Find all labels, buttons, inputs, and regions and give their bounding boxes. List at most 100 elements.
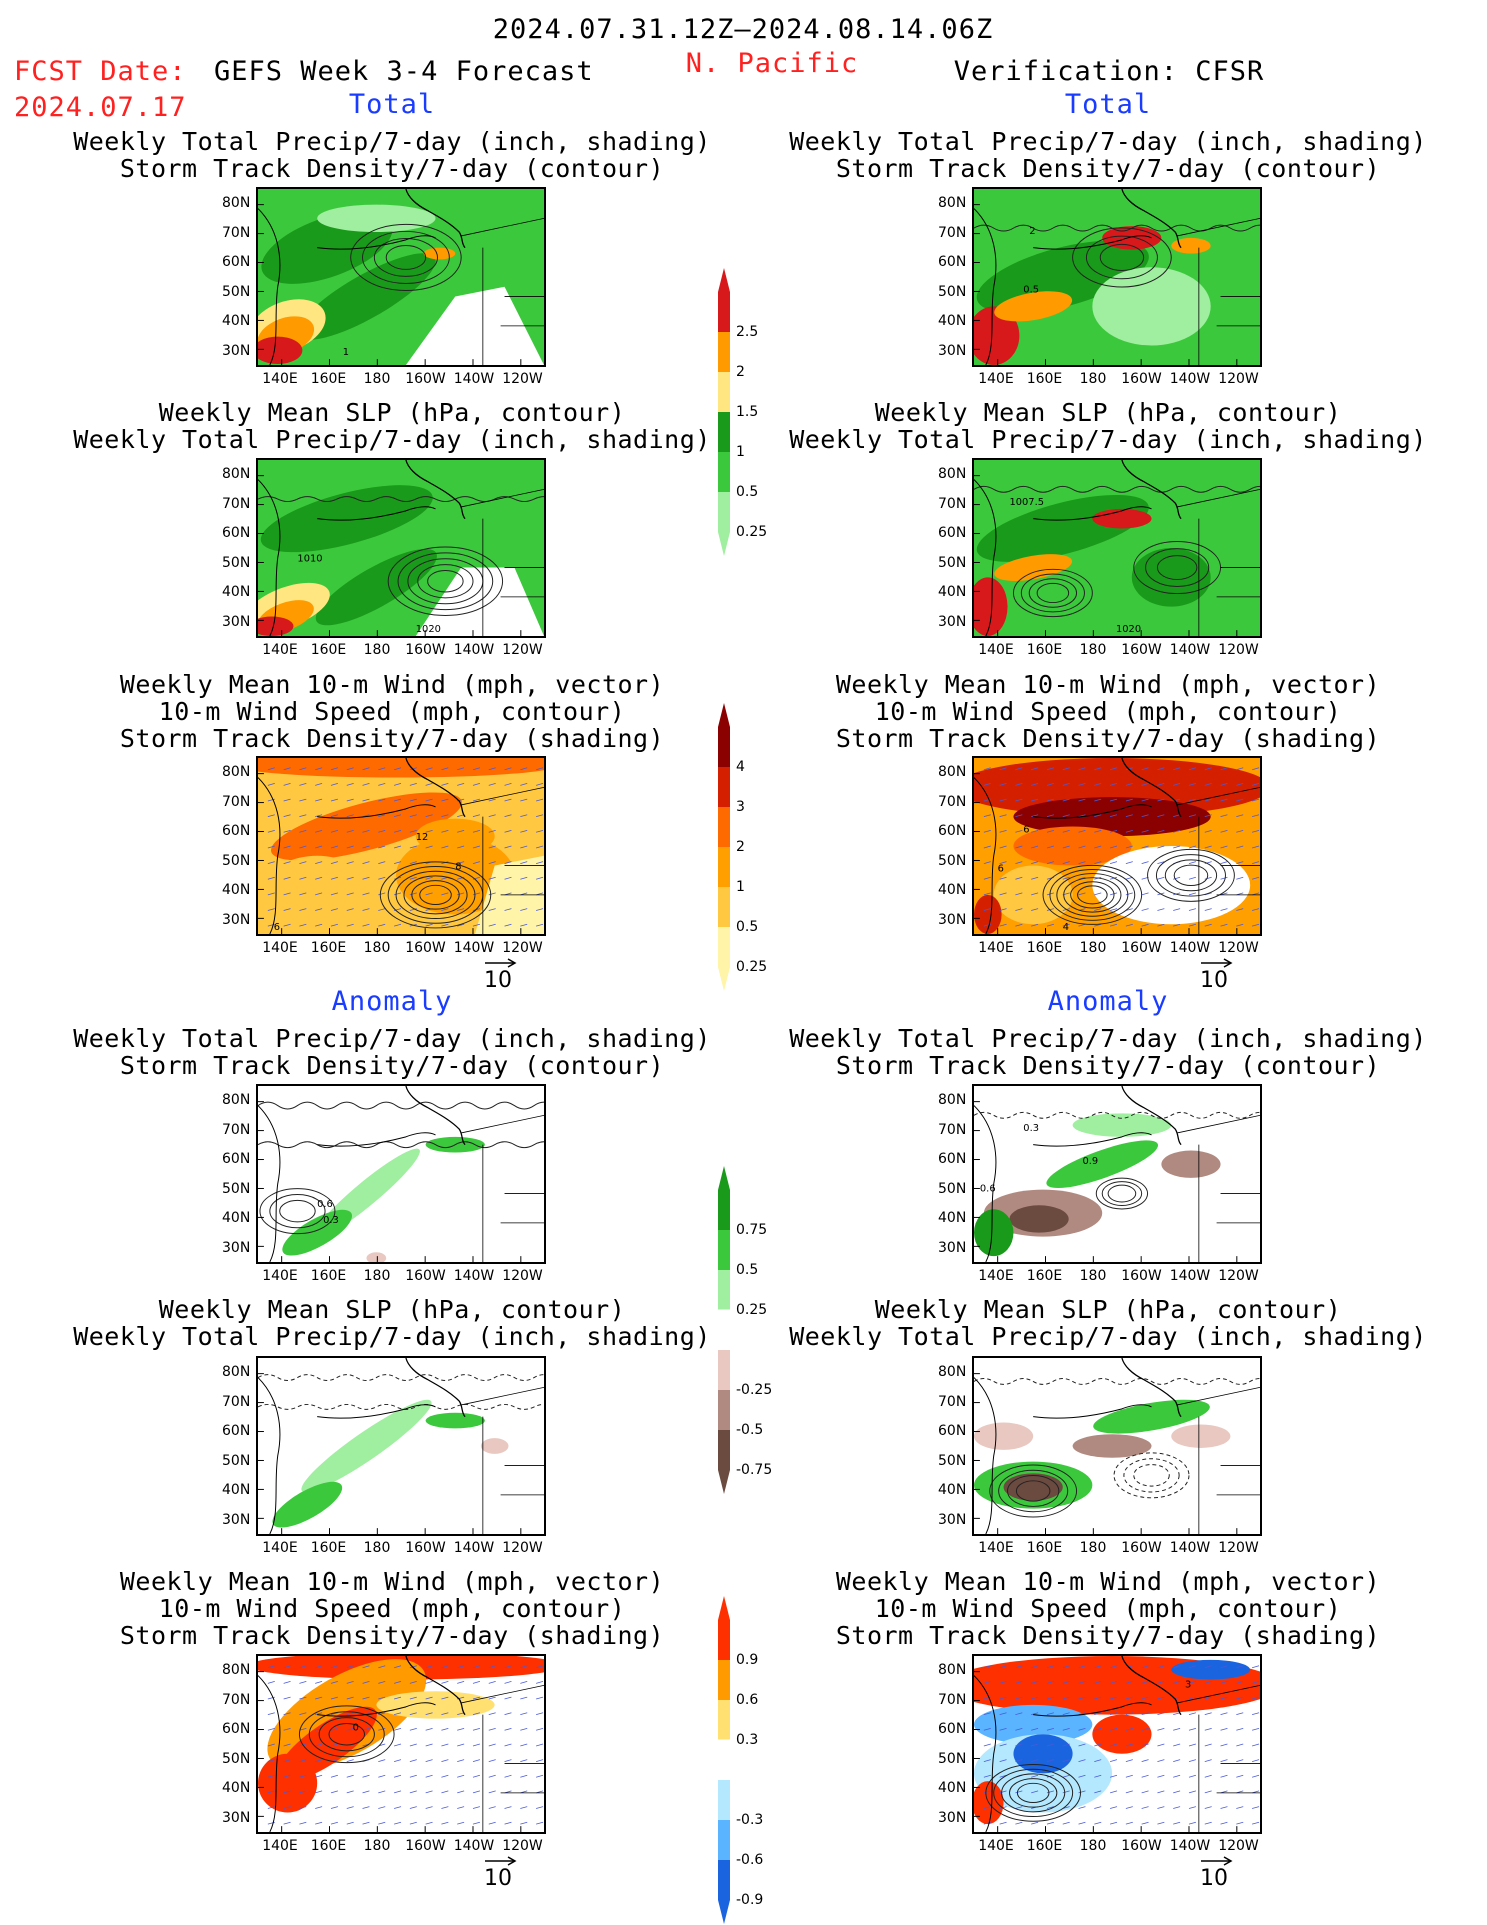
lat-tick-label: 30N bbox=[222, 343, 251, 359]
lon-tick-label: 120W bbox=[502, 1838, 543, 1854]
lon-tick-label: 160W bbox=[1121, 642, 1162, 658]
lat-tick-label: 80N bbox=[938, 195, 967, 211]
lat-tick-label: 70N bbox=[938, 1393, 967, 1410]
map-graphic: 1010 1020 bbox=[258, 460, 544, 636]
panel-title: Weekly Total Precip/7-day (inch, shading… bbox=[73, 1024, 711, 1053]
vector-reference: 10 bbox=[1200, 958, 1234, 993]
model-title: GEFS Week 3-4 Forecast bbox=[214, 56, 594, 87]
lon-tick-label: 180 bbox=[1079, 940, 1107, 956]
lon-tick-label: 140E bbox=[262, 940, 298, 956]
panel-title: Weekly Total Precip/7-day (inch, shading… bbox=[73, 127, 711, 156]
lon-tick-label: 160W bbox=[1121, 940, 1162, 956]
lon-tick-label: 180 bbox=[1079, 1838, 1107, 1854]
lat-tick-label: 30N bbox=[222, 912, 251, 928]
lon-tick-label: 180 bbox=[363, 371, 391, 387]
panel-title: Weekly Total Precip/7-day (inch, shading… bbox=[789, 127, 1427, 156]
lon-tick-label: 140E bbox=[978, 940, 1014, 956]
lat-tick-label: 40N bbox=[222, 882, 251, 899]
map-slp-precip-anom-verification bbox=[972, 1356, 1262, 1536]
lat-tick-label: 30N bbox=[938, 1512, 967, 1528]
map-wind-track-verification: 6 6 4 bbox=[972, 756, 1262, 936]
panel-title: 10-m Wind Speed (mph, contour) bbox=[158, 697, 626, 726]
lat-tick-label: 60N bbox=[222, 525, 251, 542]
lon-tick-label: 120W bbox=[502, 371, 543, 387]
lat-tick-label: 60N bbox=[938, 1423, 967, 1440]
lat-tick-label: 70N bbox=[938, 224, 967, 241]
contour-label: 0.9 bbox=[1082, 1156, 1098, 1167]
lon-tick-label: 160W bbox=[1121, 1268, 1162, 1284]
lon-tick-label: 120W bbox=[1218, 940, 1259, 956]
lon-tick-label: 140E bbox=[262, 1540, 298, 1556]
lon-tick-label: 140W bbox=[453, 1838, 495, 1854]
panel-title: Weekly Mean 10-m Wind (mph, vector) bbox=[119, 1567, 665, 1596]
lat-tick-label: 50N bbox=[222, 283, 251, 300]
lon-tick-label: 140W bbox=[1169, 371, 1211, 387]
contour-label: 0.6 bbox=[317, 1199, 333, 1210]
lat-tick-label: 50N bbox=[222, 852, 251, 869]
lon-tick-label: 180 bbox=[1079, 1268, 1107, 1284]
colorbar-label: 0.25 bbox=[736, 524, 768, 540]
lat-tick-label: 30N bbox=[222, 1512, 251, 1528]
verification-title: Verification: CFSR bbox=[953, 56, 1265, 87]
lon-tick-label: 140E bbox=[262, 1268, 298, 1284]
lon-tick-label: 140W bbox=[1169, 1838, 1211, 1854]
contour-label: 1007.5 bbox=[1010, 497, 1044, 508]
lat-tick-label: 40N bbox=[222, 1780, 251, 1797]
contour-label: 1 bbox=[343, 347, 349, 358]
lon-tick-label: 120W bbox=[502, 940, 543, 956]
colorbar-label: -0.9 bbox=[736, 1892, 764, 1908]
lat-tick-label: 30N bbox=[222, 1240, 251, 1256]
contour-label: 6 bbox=[998, 863, 1004, 874]
map-precip-track-anom-verification: 0.3 0.9 0.6 bbox=[972, 1084, 1262, 1264]
lat-tick-label: 80N bbox=[222, 195, 251, 211]
lon-tick-label: 140W bbox=[453, 1540, 495, 1556]
lon-tick-label: 140E bbox=[262, 1838, 298, 1854]
lon-tick-label: 160E bbox=[1026, 1268, 1063, 1284]
forecast-period: 2024.07.31.12Z–2024.08.14.06Z bbox=[492, 14, 994, 45]
lat-tick-label: 40N bbox=[222, 1482, 251, 1499]
lat-tick-label: 30N bbox=[222, 1810, 251, 1826]
lon-tick-label: 180 bbox=[363, 1838, 391, 1854]
map-graphic: 0.3 0.9 0.6 bbox=[974, 1086, 1260, 1262]
colorbar-label: -0.5 bbox=[736, 1422, 764, 1438]
lon-tick-label: 180 bbox=[363, 940, 391, 956]
lon-tick-label: 160W bbox=[405, 1838, 446, 1854]
lat-tick-label: 30N bbox=[938, 343, 967, 359]
lat-tick-label: 70N bbox=[222, 495, 251, 512]
map-wind-track-anom-forecast: 0 bbox=[256, 1654, 546, 1834]
colorbar-label: -0.25 bbox=[736, 1382, 773, 1398]
map-graphic: 20.5 bbox=[974, 189, 1260, 365]
lat-tick-label: 60N bbox=[222, 823, 251, 840]
lat-tick-label: 80N bbox=[938, 1662, 967, 1678]
panel-title: Storm Track Density/7-day (shading) bbox=[835, 724, 1381, 753]
lat-tick-label: 50N bbox=[222, 1180, 251, 1197]
lat-tick-label: 60N bbox=[938, 823, 967, 840]
arrow-icon bbox=[485, 958, 517, 968]
lat-tick-label: 80N bbox=[938, 764, 967, 780]
lat-tick-label: 30N bbox=[938, 1810, 967, 1826]
panel-title: Weekly Total Precip/7-day (inch, shading… bbox=[789, 425, 1427, 454]
lon-tick-label: 120W bbox=[1218, 1838, 1259, 1854]
map-graphic: 0.60.3 bbox=[258, 1086, 544, 1262]
section-anomaly-left: Anomaly bbox=[331, 986, 453, 1017]
panel-title: Weekly Total Precip/7-day (inch, shading… bbox=[73, 1322, 711, 1351]
lon-tick-label: 160E bbox=[310, 371, 347, 387]
panel-title: Weekly Total Precip/7-day (inch, shading… bbox=[73, 425, 711, 454]
lat-tick-label: 70N bbox=[222, 1121, 251, 1138]
lat-tick-label: 50N bbox=[938, 852, 967, 869]
lon-tick-label: 120W bbox=[1218, 642, 1259, 658]
colorbar-label: 0.6 bbox=[736, 1692, 759, 1708]
lon-tick-label: 160W bbox=[405, 940, 446, 956]
map-graphic: 3 bbox=[974, 1656, 1260, 1832]
lat-tick-label: 60N bbox=[222, 1423, 251, 1440]
panel-title: Weekly Mean 10-m Wind (mph, vector) bbox=[835, 1567, 1381, 1596]
colorbar-label: 0.5 bbox=[736, 919, 759, 935]
lat-tick-label: 80N bbox=[222, 1092, 251, 1108]
lat-tick-label: 50N bbox=[938, 1750, 967, 1767]
colorbar-label: 2 bbox=[736, 839, 745, 855]
panel-title: Weekly Mean SLP (hPa, contour) bbox=[158, 398, 626, 427]
section-total-left: Total bbox=[348, 89, 436, 120]
map-precip-track-forecast: 1 bbox=[256, 187, 546, 367]
lon-tick-label: 140W bbox=[453, 642, 495, 658]
vector-reference: 10 bbox=[1200, 1856, 1234, 1891]
